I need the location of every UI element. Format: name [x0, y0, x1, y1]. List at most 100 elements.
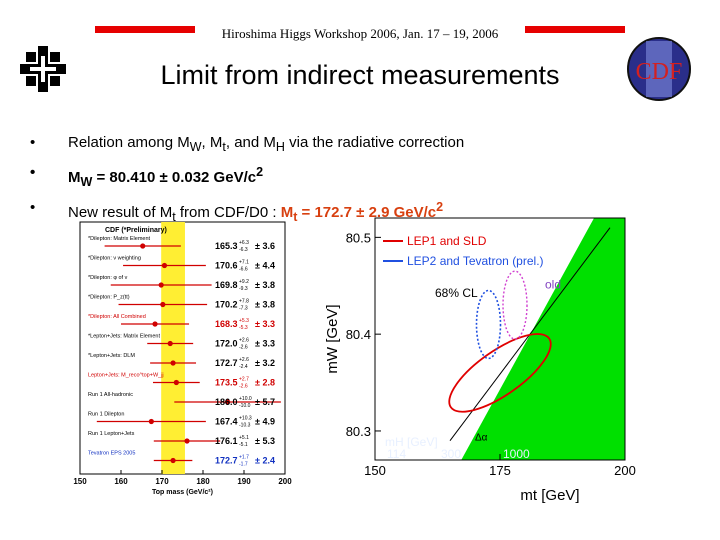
legend-lep1-label: LEP1 and SLD — [407, 234, 487, 248]
row-value: 176.1 — [215, 436, 238, 446]
mh-value: 114 — [387, 447, 406, 461]
row-label: *Dilepton: All Combined — [88, 314, 146, 320]
row-dn: -6.6 — [239, 267, 248, 273]
x-tick-label: 180 — [196, 477, 210, 486]
row-up: +1.7 — [239, 455, 249, 461]
row-label: *Lepton+Jets: DLM — [88, 353, 135, 359]
row-up: +2.7 — [239, 377, 249, 383]
row-dn: -9.3 — [239, 286, 248, 292]
row-point — [158, 282, 164, 288]
row-value: 172.7 — [215, 456, 238, 466]
row-dn: -5.3 — [239, 325, 248, 331]
mw-mt-plot: LEP1 and SLD LEP2 and Tevatron (prel.) 68%… — [324, 217, 636, 504]
row-up: +9.2 — [239, 279, 249, 285]
page-title: Limit from indirect measurements — [160, 60, 560, 90]
row-point — [170, 457, 176, 464]
row-syst: ± 3.6 — [255, 241, 275, 251]
row-label: *Dilepton: ν weighting — [88, 256, 141, 262]
row-label: *Lepton+Jets: Matrix Element — [88, 334, 160, 340]
row-point — [184, 438, 190, 444]
row-syst: ± 3.2 — [255, 358, 275, 368]
row-value: 172.7 — [215, 358, 238, 368]
row-label: Run 1 All-hadronic — [88, 392, 133, 398]
row-dn: -7.3 — [239, 306, 248, 312]
row-label: *Dilepton: P_z(tt) — [88, 295, 130, 301]
left-plot-xlabel: Top mass (GeV/c²) — [152, 489, 213, 496]
row-point — [170, 360, 176, 366]
row-point — [173, 379, 179, 386]
row-up: +5.3 — [239, 318, 249, 324]
row-point — [148, 418, 154, 425]
bullet-list: • Relation among MW, Mt, and MH via the … — [30, 130, 464, 230]
row-label: Run 1 Dilepton — [88, 412, 124, 418]
row-point — [225, 399, 231, 405]
row-value: 173.5 — [215, 378, 238, 388]
row-point — [152, 321, 158, 327]
row-label: Run 1 Lepton+Jets — [88, 431, 135, 437]
row-value: 170.2 — [215, 300, 238, 310]
row-syst: ± 5.3 — [255, 436, 275, 446]
x-tick-label: 175 — [489, 463, 511, 478]
row-label: Tevatron EPS 2005 — [88, 451, 135, 457]
old-ellipse — [502, 270, 528, 340]
cdf-logo-text: CDF — [636, 59, 683, 85]
row-point — [160, 301, 166, 308]
bullet-1: • Relation among MW, Mt, and MH via the … — [30, 134, 465, 154]
fermilab-logo — [20, 46, 66, 92]
average-band — [161, 222, 185, 474]
row-up: +10.3 — [239, 416, 252, 422]
row-syst: ± 2.8 — [255, 378, 275, 388]
row-dn: -10.3 — [239, 423, 251, 429]
row-point — [167, 340, 173, 347]
row-up: +2.6 — [239, 357, 249, 363]
row-syst: ± 2.4 — [255, 456, 275, 466]
row-syst: ± 3.8 — [255, 280, 275, 290]
row-dn: -2.6 — [239, 345, 248, 351]
row-up: +6.3 — [239, 240, 249, 246]
x-tick-label: 200 — [614, 463, 636, 478]
row-dn: -1.7 — [239, 462, 248, 468]
x-tick-label: 190 — [237, 477, 251, 486]
old-label: old — [545, 278, 561, 292]
row-dn: -10.0 — [239, 403, 251, 409]
right-plot-xlabel: mt [GeV] — [520, 487, 579, 504]
bullet-3: • New result of Mt from CDF/D0 : Mt = 17… — [30, 199, 444, 224]
row-value: 170.6 — [215, 261, 238, 271]
row-label: *Dilepton: φ of ν — [88, 275, 128, 281]
row-label: *Dilepton: Matrix Element — [88, 236, 151, 242]
x-tick-label: 160 — [114, 477, 128, 486]
left-plot-title: CDF (*Preliminary) — [105, 227, 167, 234]
right-plot-ylabel: mW [GeV] — [324, 304, 341, 373]
row-point — [161, 262, 168, 269]
row-syst: ± 3.8 — [255, 300, 275, 310]
row-dn: -2.4 — [239, 364, 248, 370]
mh-value: 1000 — [503, 447, 530, 461]
row-value: 169.8 — [215, 280, 238, 290]
row-dn: -5.1 — [239, 442, 248, 448]
cdf-logo: CDF — [627, 37, 691, 101]
y-tick-label: 80.3 — [346, 424, 371, 439]
row-up: +7.1 — [239, 260, 249, 266]
top-mass-plot: CDF (*Preliminary) *Dilepton: Matrix Elem… — [73, 221, 292, 496]
row-up: +7.8 — [239, 299, 249, 305]
row-syst: ± 4.9 — [255, 417, 275, 427]
row-label: Lepton+Jets: M_reco^top+W_jj — [88, 373, 164, 379]
mh-label: mH [GeV] — [385, 435, 438, 449]
row-value: 172.0 — [215, 339, 238, 349]
row-point — [140, 243, 146, 249]
row-syst: ± 3.3 — [255, 319, 275, 329]
x-tick-label: 170 — [155, 477, 169, 486]
cl-label: 68% CL — [435, 286, 478, 300]
header-bar-right — [525, 26, 625, 33]
mh-band — [461, 218, 625, 460]
row-up: +2.6 — [239, 338, 249, 344]
row-up: +5.1 — [239, 435, 249, 441]
bullet-2: • MW = 80.410 ± 0.032 GeV/c2 — [30, 164, 264, 189]
row-up: +10.0 — [239, 396, 252, 402]
row-dn: -2.6 — [239, 384, 248, 390]
x-tick-label: 200 — [278, 477, 292, 486]
lep1-sld-ellipse — [448, 333, 552, 413]
right-plot-area — [375, 218, 625, 460]
new-ellipse — [475, 289, 502, 360]
y-tick-label: 80.4 — [346, 327, 371, 342]
